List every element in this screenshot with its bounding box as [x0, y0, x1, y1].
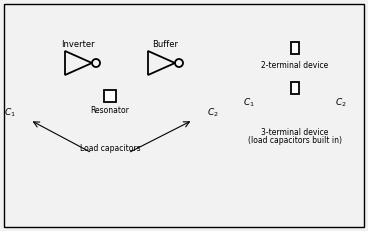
Circle shape: [175, 59, 183, 67]
Text: Buffer: Buffer: [152, 40, 178, 49]
Text: Load capacitors: Load capacitors: [80, 144, 140, 153]
Text: Inverter: Inverter: [61, 40, 95, 49]
Text: 3-terminal device: 3-terminal device: [261, 128, 329, 137]
Bar: [104, 90, 116, 102]
Text: (load capacitors built in): (load capacitors built in): [248, 136, 342, 145]
Text: $C_2$: $C_2$: [335, 97, 347, 109]
Text: 2-terminal device: 2-terminal device: [261, 61, 329, 70]
Bar: [291, 82, 299, 94]
Text: Resonator: Resonator: [91, 106, 130, 115]
Bar: [291, 42, 299, 54]
Text: $C_2$: $C_2$: [207, 107, 219, 119]
Text: $C_1$: $C_1$: [4, 107, 16, 119]
Circle shape: [92, 59, 100, 67]
Text: $C_1$: $C_1$: [243, 97, 255, 109]
